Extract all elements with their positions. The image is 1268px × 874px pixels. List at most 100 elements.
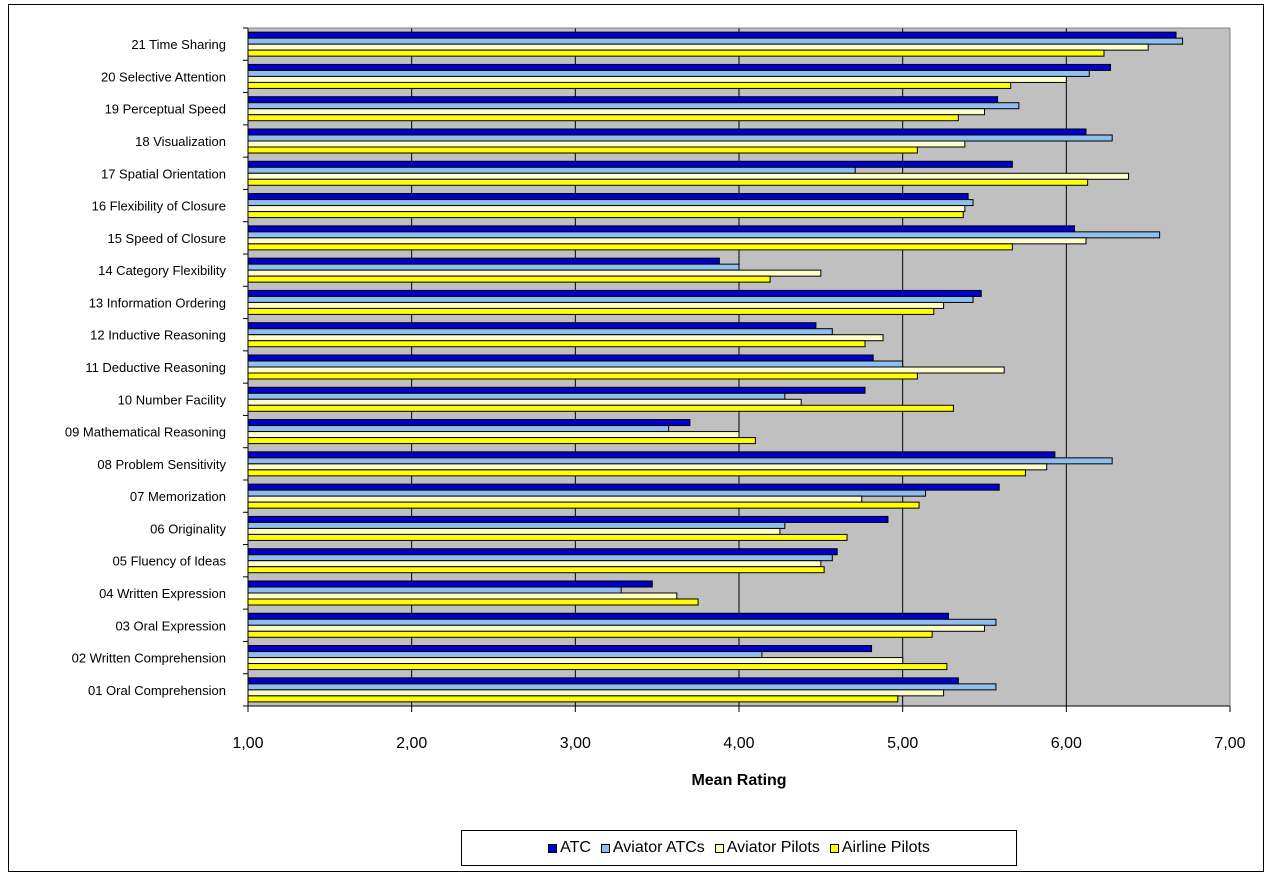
x-tick-label: 1,00 (232, 735, 263, 752)
category-label: 09 Mathematical Reasoning (65, 425, 226, 440)
category-label: 06 Originality (150, 521, 226, 536)
bar-aviator-pilots (247, 172, 1130, 180)
legend-label: ATC (560, 839, 591, 856)
legend-label: Aviator Pilots (726, 839, 820, 856)
bar-aviator-atcs (247, 651, 763, 659)
bar-atc (247, 160, 1013, 168)
bar-aviator-atcs (247, 134, 1113, 142)
bar-airline-pilots (247, 146, 918, 154)
x-tick-label: 3,00 (560, 735, 591, 752)
bar-airline-pilots (247, 211, 964, 219)
category-label: 14 Category Flexibility (98, 263, 226, 278)
category-label: 19 Perceptual Speed (105, 102, 226, 117)
bar-atc (247, 96, 999, 104)
category-label: 03 Oral Expression (115, 618, 226, 633)
legend-swatch (829, 843, 839, 853)
bar-atc (247, 289, 982, 297)
bar-atc (247, 322, 817, 330)
bar-atc (247, 225, 1076, 233)
bar-aviator-atcs (247, 69, 1090, 77)
bar-atc (247, 128, 1087, 136)
bar-airline-pilots (247, 372, 918, 380)
bar-atc (247, 386, 866, 394)
bar-aviator-pilots (247, 463, 1048, 471)
bar-atc (247, 580, 653, 588)
bar-aviator-pilots (247, 43, 1149, 51)
category-label: 02 Written Comprehension (72, 651, 226, 666)
legend-swatch (714, 843, 724, 853)
bar-atc (247, 419, 691, 427)
x-tick-label: 2,00 (396, 735, 427, 752)
bar-aviator-atcs (247, 360, 904, 368)
legend-item-airline-pilots: Airline Pilots (829, 839, 930, 857)
bar-aviator-atcs (247, 166, 856, 174)
bar-airline-pilots (247, 404, 954, 412)
category-label: 08 Problem Sensitivity (97, 457, 226, 472)
x-tick-labels: 1,00 2,00 3,00 4,00 5,00 6,00 7,00 (232, 735, 1245, 752)
bar-aviator-atcs (247, 489, 927, 497)
x-tick-label: 5,00 (887, 735, 918, 752)
bar-aviator-pilots (247, 560, 822, 568)
legend-swatch (600, 843, 610, 853)
bar-atc (247, 645, 873, 653)
bar-atc (247, 31, 1177, 39)
bar-atc (247, 257, 720, 265)
bar-airline-pilots (247, 243, 1013, 251)
bar-atc (247, 193, 969, 201)
bar-airline-pilots (247, 469, 1026, 477)
bar-aviator-pilots (247, 592, 678, 600)
bar-aviator-pilots (247, 689, 945, 697)
bar-aviator-pilots (247, 269, 822, 277)
axes (243, 27, 1231, 712)
bar-aviator-atcs (247, 392, 786, 400)
bar-aviator-pilots (247, 527, 781, 535)
bar-aviator-atcs (247, 521, 786, 529)
bar-aviator-pilots (247, 431, 740, 439)
category-label: 21 Time Sharing (131, 37, 226, 52)
legend-item-atc: ATC (548, 839, 591, 857)
category-label: 12 Inductive Reasoning (90, 328, 226, 343)
bar-aviator-atcs (247, 457, 1113, 465)
legend-label: Aviator ATCs (612, 839, 705, 856)
legend-item-aviator-atcs: Aviator ATCs (600, 839, 705, 857)
legend-label: Airline Pilots (841, 839, 930, 856)
bar-aviator-pilots (247, 140, 966, 148)
bar-airline-pilots (247, 275, 771, 283)
category-label: 18 Visualization (135, 134, 226, 149)
x-tick-label: 6,00 (1051, 735, 1082, 752)
bar-aviator-pilots (247, 366, 1005, 374)
bar-airline-pilots (247, 533, 848, 541)
legend-swatch (548, 843, 558, 853)
category-label: 07 Memorization (130, 489, 226, 504)
bar-airline-pilots (247, 178, 1089, 186)
bar-atc (247, 354, 874, 362)
bar-atc (247, 515, 889, 523)
category-label: 17 Spatial Orientation (101, 166, 226, 181)
bar-aviator-atcs (247, 425, 670, 433)
bar-aviator-atcs (247, 199, 974, 207)
x-axis-title: Mean Rating (691, 772, 786, 789)
bar-aviator-atcs (247, 263, 740, 271)
bar-airline-pilots (247, 49, 1105, 57)
bar-airline-pilots (247, 81, 1012, 89)
x-tick-label: 4,00 (723, 735, 754, 752)
category-label: 01 Oral Comprehension (88, 683, 226, 698)
category-label: 05 Fluency of Ideas (113, 554, 227, 569)
bar-atc (247, 548, 838, 556)
bar-aviator-atcs (247, 683, 997, 691)
legend-item-aviator-pilots: Aviator Pilots (714, 839, 820, 857)
category-label: 04 Written Expression (99, 586, 226, 601)
bar-aviator-atcs (247, 328, 833, 336)
bar-airline-pilots (247, 598, 699, 606)
bar-atc (247, 483, 1000, 491)
bar-aviator-pilots (247, 657, 904, 665)
bar-atc (247, 451, 1056, 459)
bar-airline-pilots (247, 437, 756, 445)
category-label: 13 Information Ordering (89, 295, 226, 310)
bar-aviator-pilots (247, 624, 985, 632)
category-label: 20 Selective Attention (101, 69, 226, 84)
bar-aviator-pilots (247, 495, 863, 503)
category-label: 16 Flexibility of Closure (92, 199, 226, 214)
legend: ATC Aviator ATCs Aviator Pilots Airline Pil… (461, 830, 1017, 866)
